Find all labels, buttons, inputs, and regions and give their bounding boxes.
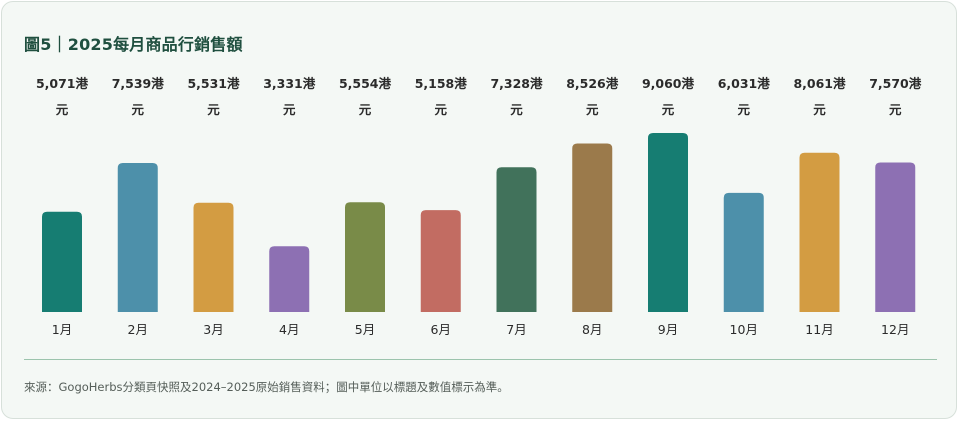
x-tick-label-2: 2月	[128, 322, 148, 337]
value-label-4: 3,331港	[263, 76, 316, 91]
x-tick-label-7: 7月	[506, 322, 526, 337]
value-unit-label-4: 元	[283, 102, 296, 117]
value-unit-label-5: 元	[359, 102, 372, 117]
bar-8	[572, 143, 613, 312]
bar-4	[269, 246, 310, 312]
bar-12	[875, 162, 916, 312]
x-tick-label-5: 5月	[355, 322, 375, 337]
value-label-11: 8,061港	[793, 76, 846, 91]
bar-9	[648, 133, 688, 312]
bar-6	[420, 210, 461, 312]
bar-1	[42, 211, 82, 312]
value-label-10: 6,031港	[718, 76, 771, 91]
value-label-5: 5,554港	[339, 76, 392, 91]
value-label-3: 5,531港	[187, 76, 240, 91]
value-unit-label-12: 元	[889, 102, 902, 117]
value-unit-label-10: 元	[737, 102, 750, 117]
value-label-12: 7,570港	[869, 76, 922, 91]
bar-2	[117, 163, 158, 312]
bar-5	[345, 202, 385, 312]
value-label-1: 5,071港	[36, 76, 89, 91]
value-unit-label-1: 元	[56, 102, 69, 117]
value-unit-label-3: 元	[207, 102, 220, 117]
footnote-divider	[24, 359, 937, 360]
value-label-8: 8,526港	[566, 76, 619, 91]
x-tick-label-10: 10月	[730, 322, 758, 337]
value-label-7: 7,328港	[490, 76, 543, 91]
bar-chart: 5,071港元1月7,539港元2月5,531港元3月3,331港元4月5,55…	[36, 76, 922, 337]
bar-7	[496, 167, 537, 312]
bar-11	[799, 152, 840, 312]
x-tick-label-1: 1月	[52, 322, 72, 337]
value-unit-label-11: 元	[813, 102, 826, 117]
source-footnote: 來源：GogoHerbs分類頁快照及2024–2025原始銷售資料；圖中單位以標…	[24, 380, 509, 394]
value-unit-label-7: 元	[510, 102, 523, 117]
x-tick-label-6: 6月	[431, 322, 451, 337]
bar-3	[193, 202, 234, 312]
x-tick-label-9: 9月	[658, 322, 678, 337]
value-unit-label-8: 元	[586, 102, 599, 117]
value-unit-label-2: 元	[131, 102, 144, 117]
x-tick-label-11: 11月	[805, 322, 833, 337]
value-label-6: 5,158港	[415, 76, 468, 91]
value-label-9: 9,060港	[642, 76, 695, 91]
value-unit-label-6: 元	[434, 102, 447, 117]
value-label-2: 7,539港	[112, 76, 165, 91]
x-tick-label-3: 3月	[203, 322, 223, 337]
x-tick-label-12: 12月	[881, 322, 909, 337]
x-tick-label-4: 4月	[279, 322, 299, 337]
x-tick-label-8: 8月	[582, 322, 602, 337]
value-unit-label-9: 元	[662, 102, 675, 117]
bar-10	[723, 192, 764, 312]
chart-title: 圖5｜2025每月商品行銷售額	[24, 35, 243, 54]
